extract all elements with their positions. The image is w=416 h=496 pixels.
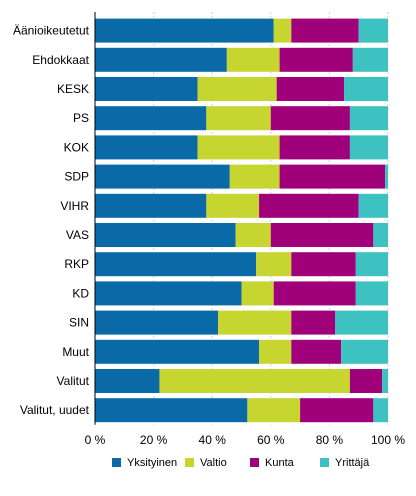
bar-segment	[373, 223, 388, 247]
category-label: RKP	[64, 257, 89, 271]
bar-segment	[349, 135, 388, 160]
x-tick-label: 40 %	[199, 433, 227, 447]
x-tick-label: 100 %	[371, 433, 405, 447]
bar-segment	[373, 398, 388, 423]
bar-segment	[279, 135, 350, 160]
bar-segment	[95, 310, 219, 335]
bar-segment	[95, 223, 236, 247]
bar-segment	[197, 77, 277, 101]
bar-segment	[95, 252, 257, 277]
bar-segment	[197, 135, 280, 160]
category-label: Ehdokkaat	[32, 53, 89, 67]
legend-swatch	[250, 458, 259, 467]
category-label: SDP	[64, 170, 89, 184]
category-label: Valitut	[57, 374, 90, 388]
bar-segment	[335, 310, 388, 335]
legend-swatch	[185, 458, 194, 467]
legend: Yksityinen Valtio Kunta Yrittäjä	[112, 457, 370, 469]
bar-segment	[247, 398, 301, 423]
bars	[95, 18, 388, 423]
bar-segment	[206, 106, 271, 131]
bar-segment	[341, 339, 388, 364]
bar-segment	[382, 369, 388, 393]
bar-segment	[206, 193, 260, 218]
bar-segment	[95, 135, 198, 160]
legend-label: Kunta	[265, 457, 295, 469]
bar-segment	[241, 281, 274, 306]
category-label: VAS	[66, 228, 89, 242]
x-tick-label: 20 %	[140, 433, 168, 447]
legend-swatch	[112, 458, 121, 467]
bar-segment	[95, 164, 230, 189]
bar-segment	[235, 223, 271, 247]
category-label: KD	[72, 286, 89, 300]
bar-segment	[273, 281, 356, 306]
axes: 0 % 20 % 40 % 60 % 80 % 100 % Äänioikeutetut Eh…	[13, 12, 405, 447]
bar-segment	[349, 106, 388, 131]
bar-segment	[259, 193, 359, 218]
legend-label: Valtio	[200, 457, 227, 469]
bar-segment	[259, 339, 292, 364]
bar-segment	[291, 339, 342, 364]
bar-segment	[229, 164, 280, 189]
bar-segment	[291, 310, 336, 335]
bar-segment	[95, 398, 248, 423]
bar-segment	[270, 223, 374, 247]
bar-segment	[95, 369, 160, 393]
x-tick-label: 60 %	[257, 433, 285, 447]
category-label: Muut	[62, 345, 89, 359]
category-label: KOK	[64, 140, 89, 154]
bar-segment	[226, 47, 280, 72]
bar-segment	[300, 398, 374, 423]
bar-segment	[159, 369, 350, 393]
x-tick-label: 80 %	[316, 433, 344, 447]
category-label: VIHR	[60, 199, 89, 213]
bar-segment	[273, 18, 292, 43]
bar-segment	[344, 77, 388, 101]
bar-segment	[95, 339, 260, 364]
bar-segment	[358, 193, 388, 218]
category-label: KESK	[57, 82, 89, 96]
bar-segment	[95, 77, 198, 101]
bar-segment	[95, 281, 242, 306]
bar-segment	[276, 77, 345, 101]
legend-label: Yrittäjä	[335, 457, 370, 469]
bar-segment	[279, 164, 386, 189]
bar-segment	[95, 106, 207, 131]
category-label: PS	[73, 111, 89, 125]
bar-segment	[291, 18, 359, 43]
category-label: Valitut, uudet	[20, 403, 90, 417]
bar-segment	[355, 252, 388, 277]
category-label: Äänioikeutetut	[13, 24, 90, 38]
bar-segment	[279, 47, 353, 72]
bar-segment	[95, 47, 227, 72]
bar-segment	[291, 252, 356, 277]
bar-segment	[352, 47, 388, 72]
x-tick-label: 0 %	[85, 433, 106, 447]
bar-segment	[95, 193, 207, 218]
bar-segment	[358, 18, 388, 43]
bar-segment	[349, 369, 383, 393]
bar-segment	[355, 281, 388, 306]
bar-segment	[218, 310, 292, 335]
category-label: SIN	[69, 316, 89, 330]
bar-segment	[270, 106, 350, 131]
bar-segment	[95, 18, 274, 43]
legend-label: Yksityinen	[127, 457, 177, 469]
bar-segment	[256, 252, 292, 277]
bar-segment	[385, 164, 388, 189]
legend-swatch	[320, 458, 329, 467]
